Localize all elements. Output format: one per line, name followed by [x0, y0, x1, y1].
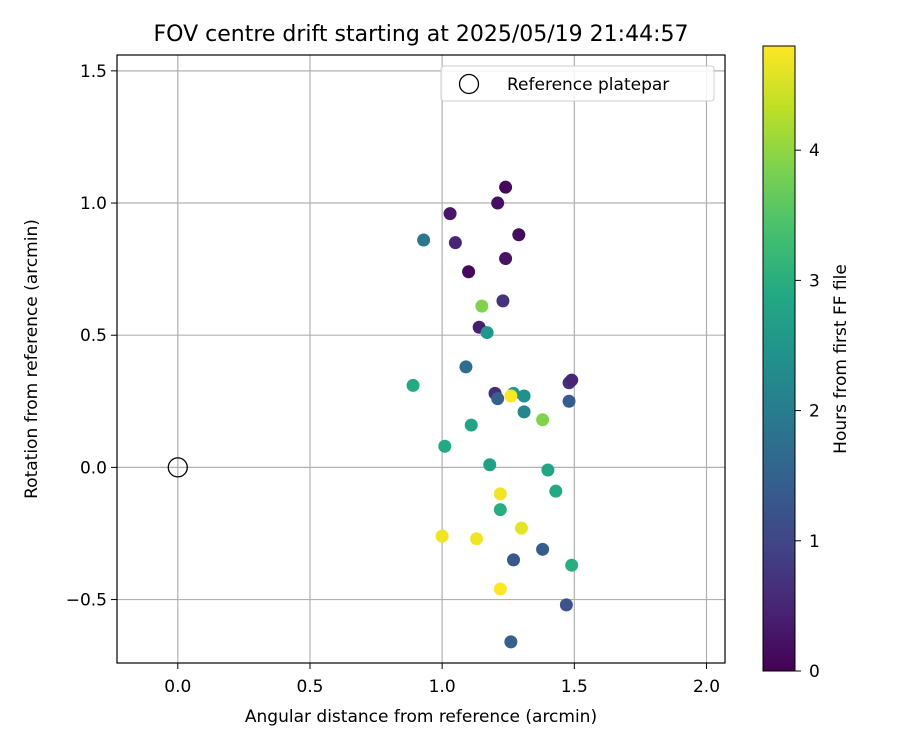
data-point: [493, 487, 507, 501]
data-point: [565, 558, 579, 572]
x-tick-label: 2.0: [693, 677, 720, 697]
x-axis-label: Angular distance from reference (arcmin): [245, 707, 597, 727]
data-point: [475, 299, 489, 313]
grid: [117, 55, 725, 663]
data-point: [549, 484, 563, 498]
data-point: [406, 378, 420, 392]
data-point: [517, 389, 531, 403]
colorbar: 0 1 2 3 4 Hours from first FF file: [762, 45, 851, 682]
data-point: [504, 389, 518, 403]
colorbar-tick-label: 3: [809, 271, 820, 291]
data-point: [541, 463, 555, 477]
data-point: [470, 532, 484, 546]
reference-marker: [167, 457, 188, 478]
colorbar-label: Hours from first FF file: [831, 264, 851, 454]
data-point: [517, 405, 531, 419]
colorbar-tick-label: 4: [809, 141, 820, 161]
data-point: [565, 373, 579, 387]
x-axis-ticks: 0.0 0.5 1.0 1.5 2.0: [164, 663, 720, 697]
data-point: [491, 196, 505, 210]
colorbar-tick-label: 0: [809, 662, 820, 682]
data-point: [464, 418, 478, 432]
x-tick-label: 0.5: [296, 677, 323, 697]
y-tick-label: 0.0: [80, 458, 107, 478]
y-axis-label: Rotation from reference (arcmin): [22, 219, 42, 499]
y-tick-label: −0.5: [66, 591, 107, 611]
colorbar-tick-label: 1: [809, 532, 820, 552]
x-tick-label: 1.5: [561, 677, 588, 697]
reference-platepar-point: [167, 457, 188, 478]
data-point: [504, 635, 518, 649]
data-point: [417, 233, 431, 247]
colorbar-gradient: [762, 45, 796, 672]
colorbar-tick-label: 2: [809, 402, 820, 422]
legend-entry-label: Reference platepar: [507, 75, 669, 95]
data-point: [536, 413, 550, 427]
data-point: [443, 207, 457, 221]
data-point: [493, 582, 507, 596]
data-point: [514, 521, 528, 535]
data-point: [507, 553, 521, 567]
data-point: [562, 394, 576, 408]
data-point: [438, 439, 452, 453]
y-tick-label: 0.5: [80, 326, 107, 346]
x-tick-label: 0.0: [164, 677, 191, 697]
data-point: [435, 529, 449, 543]
data-point: [462, 265, 476, 279]
x-tick-label: 1.0: [429, 677, 456, 697]
data-point: [483, 458, 497, 472]
chart-title: FOV centre drift starting at 2025/05/19 …: [154, 22, 689, 47]
data-point: [448, 236, 462, 250]
colorbar-ticks: 0 1 2 3 4: [795, 141, 820, 682]
y-tick-label: 1.0: [80, 194, 107, 214]
data-point: [493, 503, 507, 517]
y-axis-ticks: −0.5 0.0 0.5 1.0 1.5: [66, 62, 117, 611]
data-point: [559, 598, 573, 612]
data-point: [512, 228, 526, 242]
legend-box: [440, 65, 715, 102]
data-point: [499, 252, 513, 266]
data-point: [480, 326, 494, 340]
legend-reference-marker: [458, 73, 480, 95]
data-point: [491, 392, 505, 406]
data-point: [459, 360, 473, 374]
data-point: [536, 542, 550, 556]
plot-frame: [116, 54, 726, 664]
legend: Reference platepar: [440, 65, 715, 102]
data-point: [496, 294, 510, 308]
y-tick-label: 1.5: [80, 62, 107, 82]
data-point: [499, 180, 513, 194]
data-points: [406, 180, 579, 649]
